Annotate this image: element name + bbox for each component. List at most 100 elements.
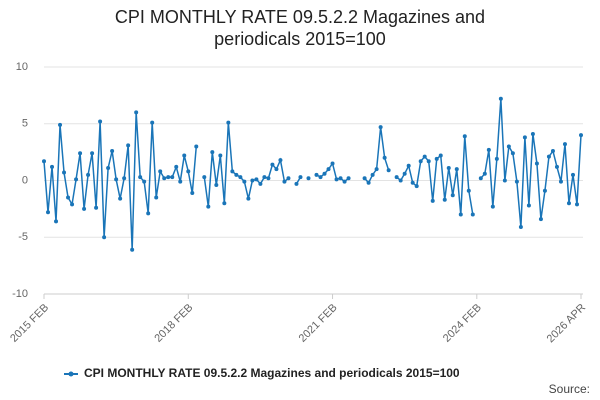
- data-point: [122, 176, 127, 181]
- data-point: [550, 148, 555, 153]
- data-point: [418, 159, 423, 164]
- data-point: [94, 205, 99, 210]
- data-point: [346, 176, 351, 181]
- data-point: [118, 196, 123, 201]
- source: Source:: [549, 382, 590, 396]
- data-point: [579, 133, 583, 138]
- data-point: [514, 179, 519, 184]
- data-point: [286, 176, 291, 181]
- data-point: [306, 176, 311, 181]
- data-point: [70, 202, 75, 207]
- data-point: [330, 161, 335, 166]
- data-point: [58, 122, 63, 127]
- data-point: [562, 142, 567, 147]
- data-point: [526, 203, 531, 208]
- data-point: [542, 188, 547, 193]
- data-point: [534, 161, 539, 166]
- data-point: [274, 167, 279, 172]
- data-point: [318, 175, 323, 180]
- data-point: [194, 144, 199, 149]
- data-point: [374, 167, 379, 172]
- data-point: [222, 201, 227, 206]
- data-point: [66, 195, 71, 200]
- data-point: [166, 175, 171, 180]
- x-tick-label: 2021 FEB: [297, 302, 340, 345]
- legend-label: CPI MONTHLY RATE 09.5.2.2 Magazines and …: [84, 366, 460, 380]
- data-point: [46, 210, 51, 215]
- x-tick-label: 2015 FEB: [8, 302, 51, 345]
- data-point: [314, 172, 319, 177]
- y-tick-label: 10: [16, 61, 28, 73]
- data-point: [558, 179, 563, 184]
- series-line: [203, 122, 289, 207]
- data-point: [154, 195, 159, 200]
- data-point: [342, 179, 347, 184]
- x-tick-label: 2024 FEB: [441, 302, 484, 345]
- data-point: [110, 148, 115, 153]
- data-point: [114, 177, 119, 182]
- data-point: [446, 166, 451, 171]
- data-point: [438, 153, 443, 158]
- data-point: [338, 176, 343, 181]
- data-point: [130, 247, 135, 252]
- y-tick-label: 5: [22, 118, 28, 130]
- data-point: [134, 110, 139, 115]
- data-point: [294, 181, 299, 186]
- data-point: [98, 119, 103, 124]
- data-point: [106, 166, 111, 171]
- data-point: [82, 206, 87, 211]
- data-point: [538, 217, 543, 222]
- data-point: [242, 179, 247, 184]
- series-line: [364, 127, 390, 185]
- data-point: [138, 175, 143, 180]
- data-point: [486, 147, 491, 152]
- data-point: [238, 175, 243, 180]
- data-point: [142, 179, 147, 184]
- data-point: [186, 169, 191, 174]
- data-point: [466, 188, 471, 193]
- data-point: [190, 190, 195, 195]
- data-point: [462, 134, 467, 139]
- data-point: [174, 164, 179, 169]
- data-point: [278, 158, 283, 163]
- data-point: [434, 156, 439, 161]
- data-point: [366, 180, 371, 185]
- data-point: [322, 171, 327, 176]
- data-point: [146, 211, 151, 216]
- y-tick-label: -10: [12, 288, 28, 300]
- data-point: [326, 167, 331, 172]
- data-point: [210, 150, 215, 155]
- data-point: [214, 183, 219, 188]
- series-line: [396, 136, 474, 215]
- data-point: [406, 163, 411, 168]
- data-point: [202, 175, 207, 180]
- legend-marker: [68, 371, 74, 377]
- data-point: [522, 135, 527, 140]
- data-point: [570, 172, 575, 177]
- data-point: [430, 198, 435, 203]
- data-point: [502, 178, 507, 183]
- data-point: [510, 151, 515, 156]
- data-point: [206, 204, 211, 209]
- data-point: [442, 197, 447, 202]
- data-point: [226, 120, 231, 125]
- series-line: [480, 98, 582, 228]
- data-point: [126, 143, 131, 148]
- data-point: [362, 176, 367, 181]
- x-tick-label: 2018 FEB: [152, 302, 195, 345]
- data-point: [258, 181, 263, 186]
- data-point: [250, 178, 255, 183]
- data-point: [298, 175, 303, 180]
- data-point: [54, 219, 59, 224]
- data-point: [458, 212, 463, 217]
- data-point: [234, 172, 239, 177]
- data-point: [78, 151, 83, 156]
- data-point: [182, 153, 187, 158]
- data-point: [170, 175, 175, 180]
- data-point: [50, 164, 55, 169]
- y-tick-label: 0: [22, 174, 28, 186]
- data-point: [498, 96, 503, 101]
- data-point: [478, 176, 483, 181]
